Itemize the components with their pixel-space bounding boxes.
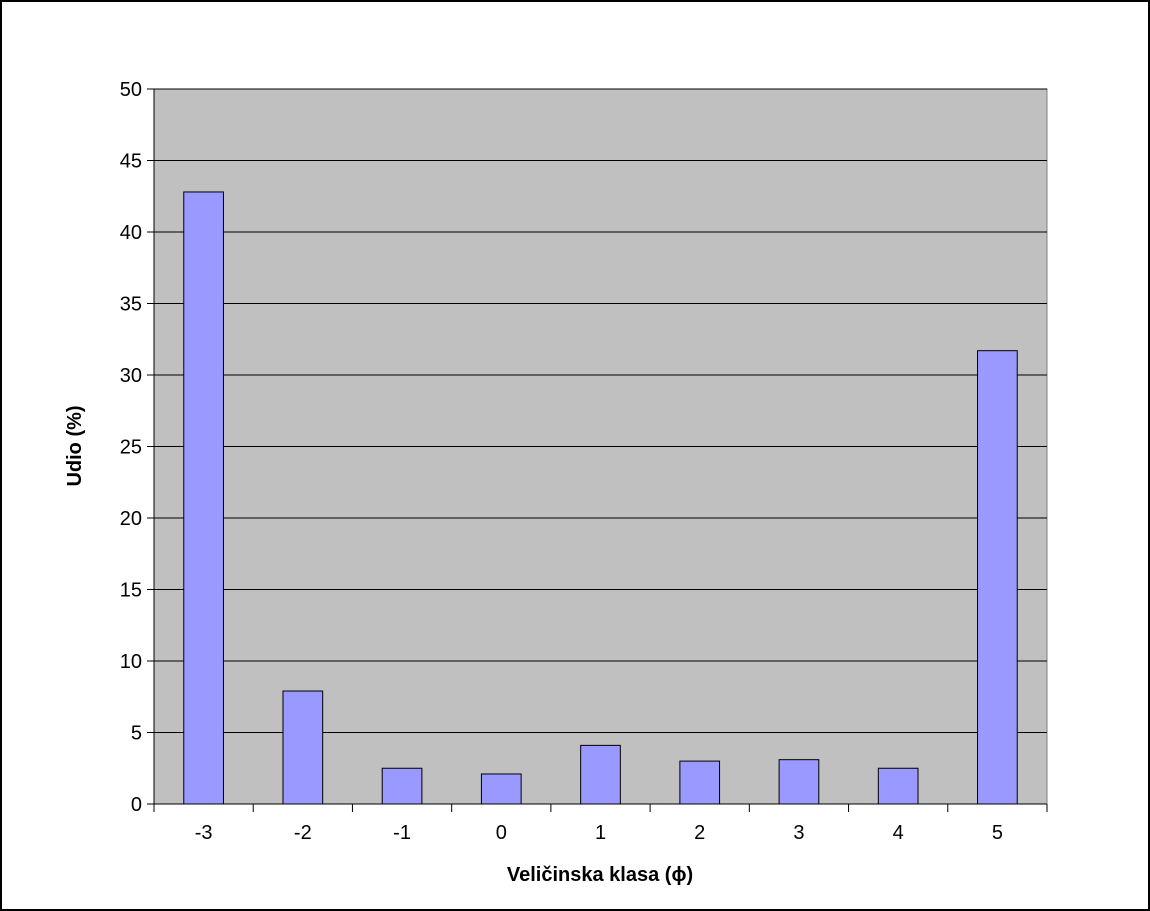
x-tick-label: 5 [992,822,1003,844]
bar-4 [877,767,919,805]
y-tick-label: 50 [120,79,142,101]
y-axis-title: Udio (%) [64,405,86,486]
bar-1 [580,744,621,805]
bar--2 [282,690,324,805]
x-tick-label: -3 [195,822,213,844]
bar-0 [480,773,522,805]
x-tick-label: 0 [496,822,507,844]
x-tick-label: 4 [893,822,904,844]
bar--1 [381,767,423,805]
gridlines [154,88,1047,733]
bar-3 [778,759,820,805]
x-tick-label: 2 [694,822,705,844]
axes [147,88,1048,812]
y-tick-label: 45 [120,151,142,173]
y-tick-label: 20 [120,508,142,530]
y-tick-label: 25 [120,437,142,459]
bar--3 [183,191,224,805]
y-tick-label: 0 [131,794,142,816]
y-tick-label: 10 [120,651,142,673]
x-tick-label: -2 [294,822,312,844]
bar-2 [679,760,721,805]
y-tick-label: 5 [131,723,142,745]
y-tick-label: 35 [120,294,142,316]
x-tick-label: 1 [595,822,606,844]
y-tick-label: 40 [120,222,142,244]
bar-5 [977,350,1018,805]
y-tick-label: 30 [120,365,142,387]
x-tick-label: 3 [793,822,804,844]
y-tick-label: 15 [120,580,142,602]
x-tick-label: -1 [393,822,411,844]
x-axis-title: Veličinska klasa (ϕ) [507,864,693,886]
